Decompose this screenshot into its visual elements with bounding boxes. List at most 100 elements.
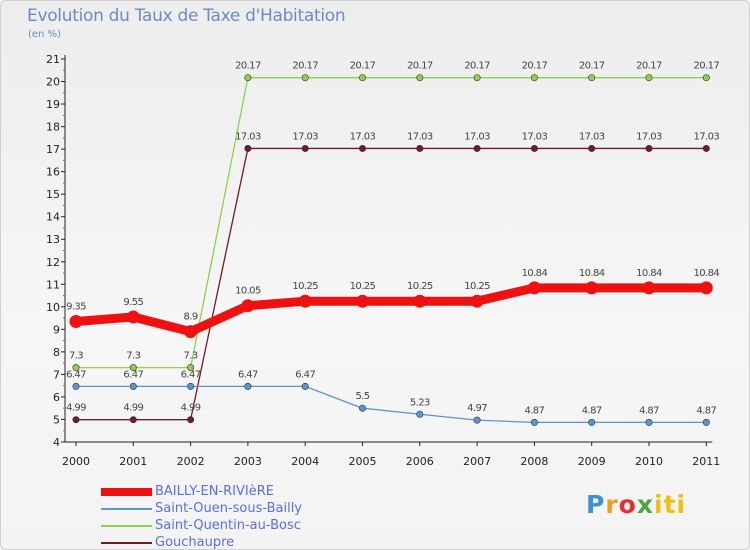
- data-label: 10.84: [693, 268, 719, 279]
- y-tick-label: 14: [46, 211, 60, 224]
- legend-label: Gouchaupre: [155, 535, 235, 550]
- logo-letters: r: [605, 490, 619, 519]
- data-point: [416, 144, 424, 152]
- x-tick-label: 2005: [349, 455, 377, 468]
- data-point: [356, 294, 369, 308]
- data-label: 20.17: [292, 61, 318, 72]
- y-tick-label: 19: [46, 98, 60, 111]
- data-label: 5.23: [410, 397, 430, 408]
- data-label: 4.97: [467, 403, 487, 414]
- x-tick-label: 2000: [62, 455, 90, 468]
- legend-swatch: [101, 525, 152, 527]
- logo-letters: P: [586, 490, 606, 519]
- data-label: 10.84: [522, 268, 548, 279]
- data-labels: 9.35 9.55 8.9 10.05 10.25 10.25 10.25 10.25 10.8…: [66, 61, 720, 417]
- data-label: 17.03: [579, 131, 605, 142]
- data-label: 6.47: [123, 369, 143, 380]
- data-point: [358, 144, 366, 152]
- data-label: 20.17: [350, 61, 376, 72]
- data-point: [129, 382, 137, 390]
- y-tick-label: 9: [53, 323, 60, 336]
- data-label: 20.17: [464, 61, 490, 72]
- data-point: [645, 144, 653, 152]
- data-label: 6.47: [66, 369, 86, 380]
- y-tick-label: 17: [46, 143, 60, 156]
- data-point: [416, 410, 424, 418]
- legend-label: BAILLY-EN-RIVIèRE: [155, 484, 274, 499]
- data-point: [702, 418, 710, 426]
- data-point: [301, 74, 309, 82]
- data-point: [187, 364, 195, 372]
- data-point: [702, 144, 710, 152]
- data-label: 17.03: [235, 131, 261, 142]
- data-label: 20.17: [522, 61, 548, 72]
- y-tick-label: 20: [46, 76, 60, 89]
- data-point: [473, 416, 481, 424]
- x-tick-label: 2009: [578, 455, 606, 468]
- data-label: 4.87: [696, 405, 716, 416]
- data-point: [642, 281, 656, 295]
- data-point: [69, 314, 83, 328]
- data-label: 17.03: [292, 131, 318, 142]
- data-point: [129, 416, 137, 424]
- data-point: [530, 74, 538, 82]
- data-point: [530, 418, 538, 426]
- series-line: [75, 147, 707, 421]
- series-line: [75, 385, 707, 424]
- proxiti-logo: Proxiti: [586, 490, 686, 519]
- y-tick-label: 8: [53, 346, 60, 359]
- data-label: 20.17: [235, 61, 261, 72]
- data-point: [473, 74, 481, 82]
- x-tick-label: 2008: [520, 455, 548, 468]
- logo-letters: iti: [654, 490, 687, 519]
- data-point: [184, 325, 198, 339]
- data-label: 17.03: [636, 131, 662, 142]
- y-tick-label: 13: [46, 233, 60, 246]
- logo-letters: x: [636, 490, 654, 519]
- data-label: 7.3: [126, 351, 140, 362]
- axes: 4 5 6 7 8 9 10 11 12 13 14 15 16 17 18 19 20 21 2000 2001 20…: [46, 53, 720, 468]
- series-lines: [71, 77, 711, 424]
- data-point: [702, 74, 710, 82]
- data-point: [298, 294, 312, 308]
- y-tick-label: 10: [46, 301, 60, 314]
- y-tick-label: 11: [46, 278, 60, 291]
- data-point: [187, 382, 195, 390]
- data-point: [416, 74, 424, 82]
- data-label: 20.17: [636, 61, 662, 72]
- data-point: [241, 299, 255, 313]
- data-label: 4.87: [639, 405, 659, 416]
- data-point: [413, 294, 427, 308]
- data-point: [244, 74, 252, 82]
- y-tick-label: 15: [46, 188, 60, 201]
- data-point: [699, 281, 713, 295]
- data-label: 9.55: [123, 297, 143, 308]
- y-tick-label: 7: [53, 368, 60, 381]
- data-point: [358, 404, 366, 412]
- data-label: 10.25: [292, 281, 318, 292]
- data-label: 17.03: [522, 131, 548, 142]
- data-point: [588, 418, 596, 426]
- data-label: 17.03: [350, 131, 376, 142]
- data-point: [645, 418, 653, 426]
- data-point: [585, 281, 599, 295]
- data-label: 10.25: [407, 281, 433, 292]
- data-label: 10.25: [464, 281, 490, 292]
- data-point: [358, 74, 366, 82]
- data-label: 4.87: [524, 405, 544, 416]
- y-tick-label: 21: [46, 53, 60, 66]
- series-line: [75, 77, 707, 369]
- data-label: 17.03: [464, 131, 490, 142]
- data-label: 20.17: [693, 61, 719, 72]
- data-label: 4.99: [123, 403, 143, 414]
- legend-swatch: [101, 488, 152, 496]
- x-tick-label: 2006: [406, 455, 434, 468]
- data-point: [126, 310, 140, 324]
- legend-swatch: [101, 542, 152, 544]
- data-label: 9.35: [66, 301, 86, 312]
- data-label: 17.03: [407, 131, 433, 142]
- data-point: [187, 416, 195, 424]
- data-point: [244, 382, 252, 390]
- data-label: 7.3: [184, 351, 198, 362]
